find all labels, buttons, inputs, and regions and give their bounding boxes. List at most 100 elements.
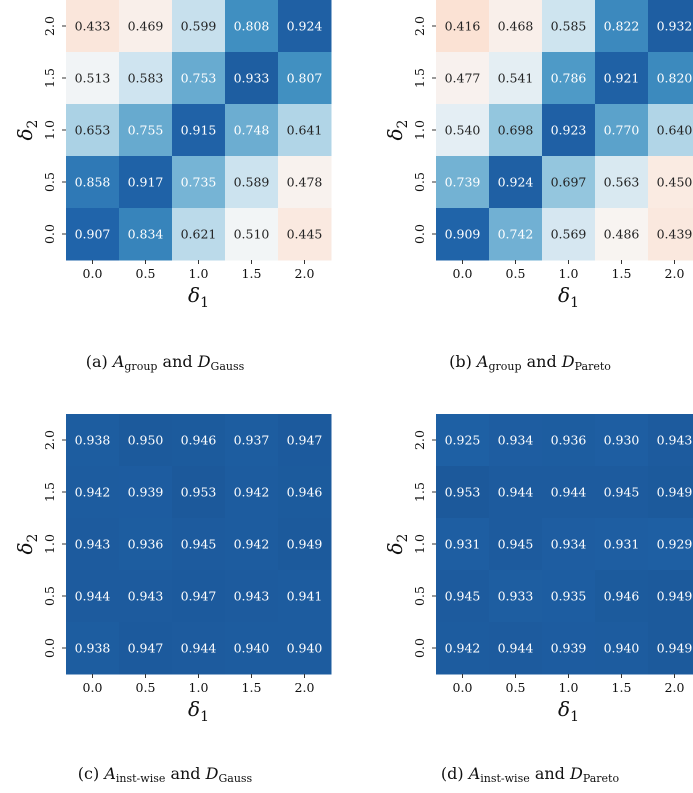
- heatmap-cell: [489, 208, 543, 261]
- cell-value-label: 0.822: [604, 19, 640, 34]
- cell-value-label: 0.477: [445, 71, 481, 86]
- heatmap-cell: [436, 622, 490, 675]
- heatmap-cell: [648, 466, 693, 519]
- cell-value-label: 0.949: [657, 641, 693, 656]
- x-tick-label: 0.0: [83, 266, 103, 281]
- heatmap-cell: [542, 570, 596, 623]
- heatmap-cell: [172, 156, 226, 209]
- cell-value-label: 0.937: [234, 433, 270, 448]
- cell-value-label: 0.936: [128, 537, 164, 552]
- cell-value-label: 0.925: [445, 433, 481, 448]
- caption-and: and: [529, 764, 570, 783]
- x-axis-label: δ1: [558, 697, 579, 725]
- heatmap-cell: [489, 0, 543, 53]
- cell-value-label: 0.938: [75, 641, 111, 656]
- cell-value-label: 0.735: [181, 175, 217, 190]
- heatmap-cell: [595, 52, 649, 105]
- y-tick-label: 1.5: [42, 482, 57, 502]
- heatmap-cell: [172, 570, 226, 623]
- heatmap-cell: [436, 208, 490, 261]
- caption-algorithm: A: [468, 764, 481, 783]
- heatmap-cell: [489, 156, 543, 209]
- heatmap-cell: [436, 414, 490, 467]
- heatmap-cell: [278, 52, 332, 105]
- cell-value-label: 0.935: [551, 589, 587, 604]
- cell-value-label: 0.931: [445, 537, 481, 552]
- caption-a: (a) Agroup and DGauss: [15, 352, 315, 373]
- heatmap-cell: [278, 518, 332, 571]
- cell-value-label: 0.807: [287, 71, 323, 86]
- cell-value-label: 0.931: [604, 537, 640, 552]
- heatmap-cell: [172, 208, 226, 261]
- heatmap-cell: [119, 466, 173, 519]
- cell-value-label: 0.942: [234, 485, 270, 500]
- heatmap-cell: [278, 0, 332, 53]
- cell-value-label: 0.945: [445, 589, 481, 604]
- y-axis-label: δ2: [383, 120, 411, 141]
- cell-value-label: 0.786: [551, 71, 587, 86]
- heatmap-cell: [66, 570, 120, 623]
- heatmap-cell: [172, 466, 226, 519]
- heatmap-cell: [172, 518, 226, 571]
- heatmap-cell: [225, 570, 279, 623]
- x-tick-label: 1.0: [559, 266, 579, 281]
- heatmap-cell: [66, 104, 120, 157]
- y-tick-label: 1.0: [42, 534, 57, 554]
- x-axis-label: δ1: [558, 283, 579, 311]
- heatmap-cell: [648, 0, 693, 53]
- heatmap-cell: [595, 414, 649, 467]
- heatmap-cell: [225, 52, 279, 105]
- x-tick-label: 0.5: [506, 266, 526, 281]
- heatmap-cell: [489, 518, 543, 571]
- heatmap-svg: 0.433 0.469 0.599 0.808 0.924 0.513 0.583 0.753…: [13, 0, 332, 311]
- y-tick-label: 0.0: [412, 224, 427, 244]
- heatmap-svg: 0.938 0.950 0.946 0.937 0.947 0.942 0.939 0.953…: [13, 414, 332, 725]
- y-tick-label: 0.0: [42, 638, 57, 658]
- y-axis-label: δ2: [383, 534, 411, 555]
- cell-value-label: 0.944: [551, 485, 587, 500]
- cell-value-label: 0.942: [445, 641, 481, 656]
- y-tick-label: 0.0: [412, 638, 427, 658]
- cell-value-label: 0.943: [657, 433, 693, 448]
- y-tick-label: 1.5: [412, 482, 427, 502]
- cell-value-label: 0.933: [234, 71, 270, 86]
- caption-distribution-sub: Pareto: [574, 360, 611, 373]
- cell-value-label: 0.416: [445, 19, 481, 34]
- x-axis-label: δ1: [188, 697, 209, 725]
- cell-value-label: 0.943: [128, 589, 164, 604]
- cell-value-label: 0.939: [551, 641, 587, 656]
- heatmap-cell: [542, 414, 596, 467]
- cell-value-label: 0.486: [604, 227, 640, 242]
- y-tick-label: 0.0: [42, 224, 57, 244]
- cell-value-label: 0.640: [657, 123, 693, 138]
- cell-value-label: 0.953: [445, 485, 481, 500]
- caption-distribution-sub: Gauss: [218, 772, 253, 785]
- caption-distribution: D: [561, 352, 575, 371]
- heatmap-cell: [225, 518, 279, 571]
- y-axis-label: δ2: [13, 120, 41, 141]
- cell-value-label: 0.946: [181, 433, 217, 448]
- cell-value-label: 0.907: [75, 227, 111, 242]
- cell-value-label: 0.953: [181, 485, 217, 500]
- caption-algorithm-sub: inst-wise: [480, 772, 530, 785]
- x-tick-label: 0.0: [83, 680, 103, 695]
- cell-value-label: 0.949: [657, 589, 693, 604]
- y-tick-label: 0.5: [42, 172, 57, 192]
- cell-value-label: 0.541: [498, 71, 534, 86]
- cell-value-label: 0.944: [498, 485, 534, 500]
- y-tick-label: 0.5: [412, 172, 427, 192]
- cell-value-label: 0.450: [657, 175, 693, 190]
- x-tick-label: 2.0: [295, 680, 315, 695]
- y-axis-label: δ2: [13, 534, 41, 555]
- heatmap-cell: [648, 414, 693, 467]
- caption-c: (c) Ainst-wise and DGauss: [15, 764, 315, 785]
- cell-value-label: 0.513: [75, 71, 111, 86]
- heatmap-cell: [436, 0, 490, 53]
- x-tick-label: 1.0: [559, 680, 579, 695]
- heatmap-cell: [542, 208, 596, 261]
- cell-value-label: 0.944: [75, 589, 111, 604]
- cell-value-label: 0.755: [128, 123, 164, 138]
- cell-value-label: 0.929: [657, 537, 693, 552]
- cell-value-label: 0.653: [75, 123, 111, 138]
- heatmap-cell: [278, 466, 332, 519]
